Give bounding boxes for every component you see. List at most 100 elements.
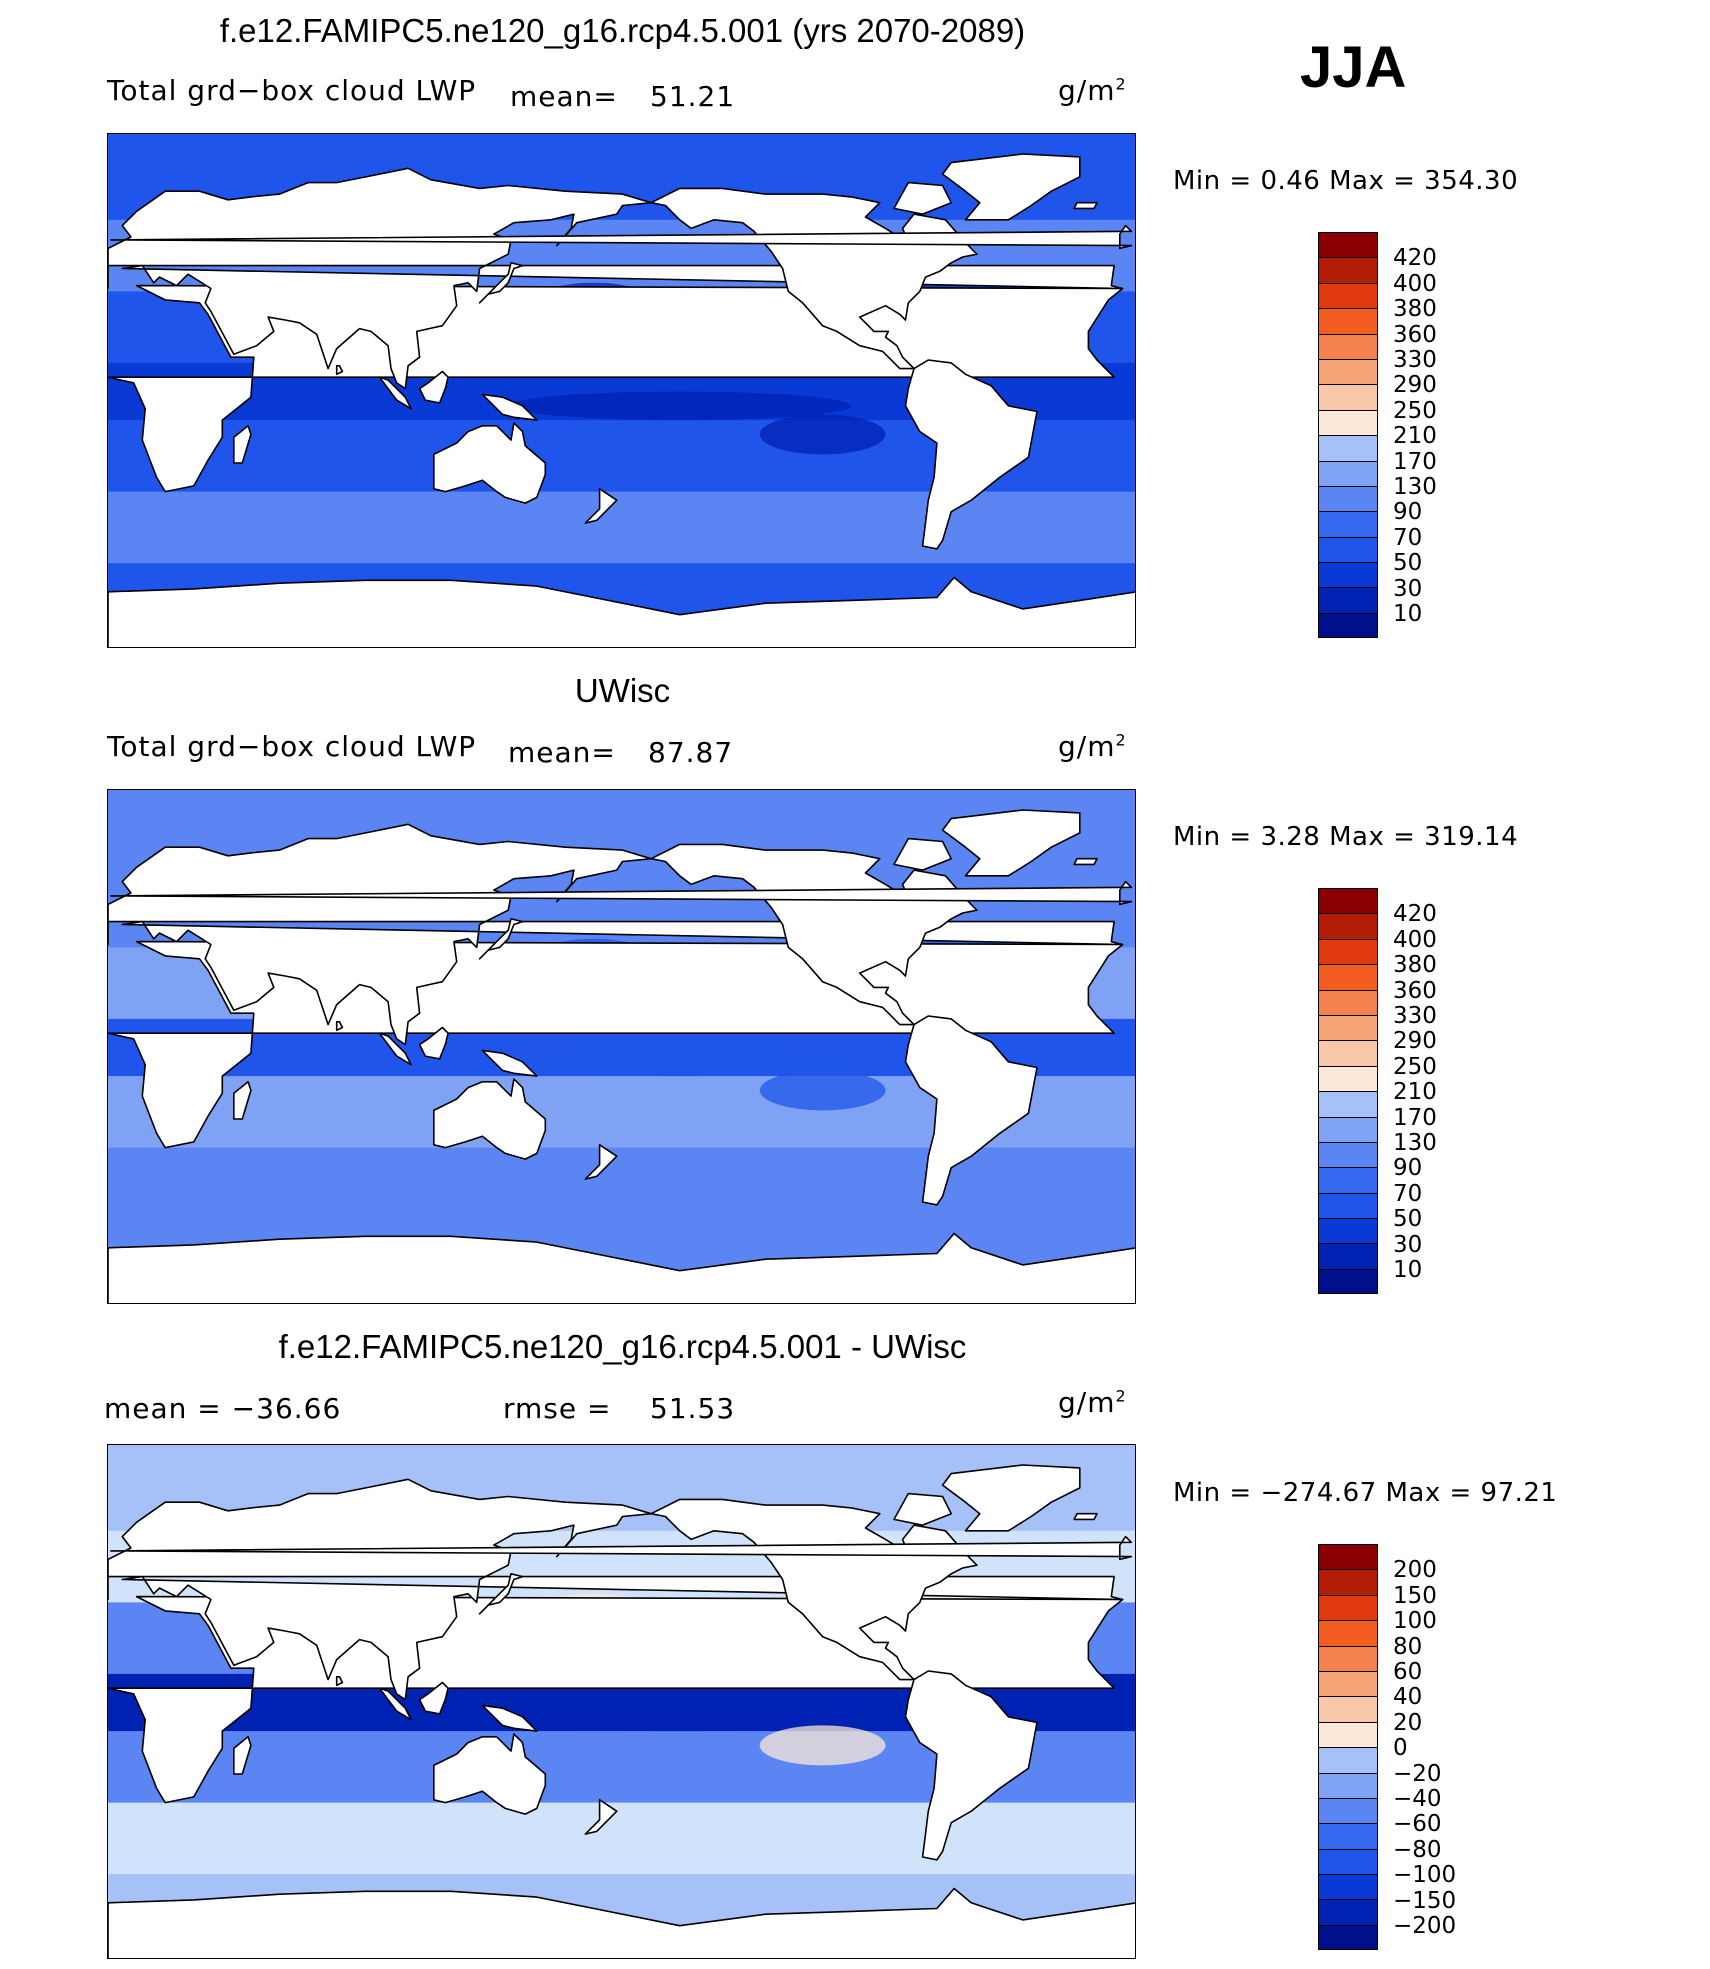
continent-outline xyxy=(478,1573,524,1615)
panel1-colorbar xyxy=(1318,232,1378,639)
colorbar-tick-label: 80 xyxy=(1393,1633,1423,1660)
continent-outline xyxy=(108,576,1135,647)
season-label: JJA xyxy=(1300,35,1407,100)
field-band xyxy=(108,1816,1135,1832)
panel3-rmse-label: rmse = xyxy=(503,1392,612,1425)
panel1-mean-value: 51.21 xyxy=(650,80,736,113)
panel3-rmse-value: 51.53 xyxy=(650,1392,736,1425)
continent-outline xyxy=(481,1049,538,1077)
field-band xyxy=(108,463,1135,478)
colorbar-cell xyxy=(1318,1544,1378,1570)
colorbar-cell xyxy=(1318,1772,1378,1798)
colorbar-tick-label: 50 xyxy=(1393,1206,1423,1233)
continent-outline xyxy=(433,1078,547,1160)
colorbar-tick-label: 30 xyxy=(1393,1231,1423,1258)
colorbar-cell xyxy=(1318,1823,1378,1849)
colorbar-cell xyxy=(1318,282,1378,309)
colorbar-cell xyxy=(1318,257,1378,283)
panel1-mean-label: mean= xyxy=(510,80,618,113)
colorbar-cell xyxy=(1318,409,1378,436)
colorbar-cell xyxy=(1318,1797,1378,1824)
colorbar-tick-label: 170 xyxy=(1393,1104,1437,1131)
colorbar-tick-label: 70 xyxy=(1393,1180,1423,1207)
colorbar-cell xyxy=(1318,1645,1378,1671)
field-band xyxy=(108,1688,1135,1704)
field-feature xyxy=(759,1725,886,1766)
continent-outline xyxy=(904,359,1038,550)
colorbar-cell xyxy=(1318,562,1378,588)
continent-outline xyxy=(108,167,1124,390)
continent-outline xyxy=(418,1026,449,1060)
colorbar-cell xyxy=(1318,1167,1378,1193)
continent-outline xyxy=(584,1799,618,1835)
colorbar-tick-label: −100 xyxy=(1393,1862,1457,1889)
continent-outline xyxy=(904,1015,1038,1206)
colorbar-cell xyxy=(1318,435,1378,461)
panel2-minmax: Min = 3.28 Max = 319.14 xyxy=(1173,822,1519,852)
colorbar-cell xyxy=(1318,1874,1378,1900)
colorbar-tick-label: 50 xyxy=(1393,550,1423,577)
field-band xyxy=(108,1788,1135,1804)
field-band xyxy=(108,1219,1135,1235)
field-band xyxy=(108,1133,1135,1149)
continent-outline xyxy=(584,1144,618,1180)
field-band xyxy=(108,1802,1135,1818)
panel2-variable-label: Total grd−box cloud LWP xyxy=(107,730,477,763)
continent-outline xyxy=(1073,201,1098,210)
colorbar-tick-label: 130 xyxy=(1393,1130,1437,1156)
colorbar-cell xyxy=(1318,308,1378,334)
colorbar-tick-label: −60 xyxy=(1393,1811,1442,1838)
continent-outline xyxy=(233,425,252,464)
continent-outline xyxy=(418,1681,449,1715)
panel1-variable-label: Total grd−box cloud LWP xyxy=(107,74,477,107)
colorbar-tick-label: 400 xyxy=(1393,926,1437,953)
continent-outline xyxy=(335,365,344,376)
colorbar-cell xyxy=(1318,938,1378,965)
colorbar-tick-label: 40 xyxy=(1393,1684,1423,1711)
colorbar-tick-label: −150 xyxy=(1393,1887,1457,1914)
colorbar-cell xyxy=(1318,587,1378,613)
colorbar-cell xyxy=(1318,384,1378,410)
continent-outline xyxy=(418,370,449,404)
colorbar-cell xyxy=(1318,1670,1378,1697)
colorbar-tick-label: 210 xyxy=(1393,1079,1437,1106)
continent-outline xyxy=(893,837,952,871)
colorbar-tick-label: 30 xyxy=(1393,575,1423,602)
colorbar-tick-label: 290 xyxy=(1393,372,1437,399)
colorbar-tick-label: 130 xyxy=(1393,474,1437,500)
colorbar-cell xyxy=(1318,1924,1378,1951)
continent-outline xyxy=(1073,1512,1098,1521)
panel3-colorbar xyxy=(1318,1544,1378,1951)
colorbar-tick-label: 360 xyxy=(1393,977,1437,1004)
colorbar-tick-label: 330 xyxy=(1393,347,1437,373)
continent-outline xyxy=(941,809,1081,877)
field-feature xyxy=(759,1070,886,1111)
colorbar-tick-label: 60 xyxy=(1393,1659,1423,1685)
field-band xyxy=(108,520,1135,536)
field-band xyxy=(108,1161,1135,1177)
colorbar-tick-label: 20 xyxy=(1393,1709,1423,1736)
continent-outline xyxy=(893,1492,952,1526)
colorbar-tick-label: 250 xyxy=(1393,1053,1437,1080)
panel2-units: g/m2 xyxy=(1058,730,1127,763)
colorbar-tick-label: 330 xyxy=(1393,1003,1437,1029)
continent-outline xyxy=(941,1464,1081,1532)
colorbar-cell xyxy=(1318,1091,1378,1117)
colorbar-tick-label: 250 xyxy=(1393,397,1437,424)
field-feature xyxy=(508,1047,852,1077)
colorbar-cell xyxy=(1318,511,1378,537)
continent-outline xyxy=(233,1081,252,1120)
panel2-mean-value: 87.87 xyxy=(648,736,734,769)
continent-outline xyxy=(108,1887,1135,1958)
colorbar-cell xyxy=(1318,1721,1378,1748)
field-band xyxy=(108,818,1135,834)
field-band xyxy=(108,1176,1135,1192)
continent-outline xyxy=(433,1733,547,1815)
field-band xyxy=(108,1874,1135,1890)
field-band xyxy=(108,1831,1135,1847)
panel1-title: f.e12.FAMIPC5.ne120_g16.rcp4.5.001 (yrs … xyxy=(219,12,1026,49)
continent-outline xyxy=(108,1232,1135,1303)
colorbar-cell xyxy=(1318,536,1378,563)
panel1-map xyxy=(107,133,1136,648)
field-band xyxy=(108,1119,1135,1134)
